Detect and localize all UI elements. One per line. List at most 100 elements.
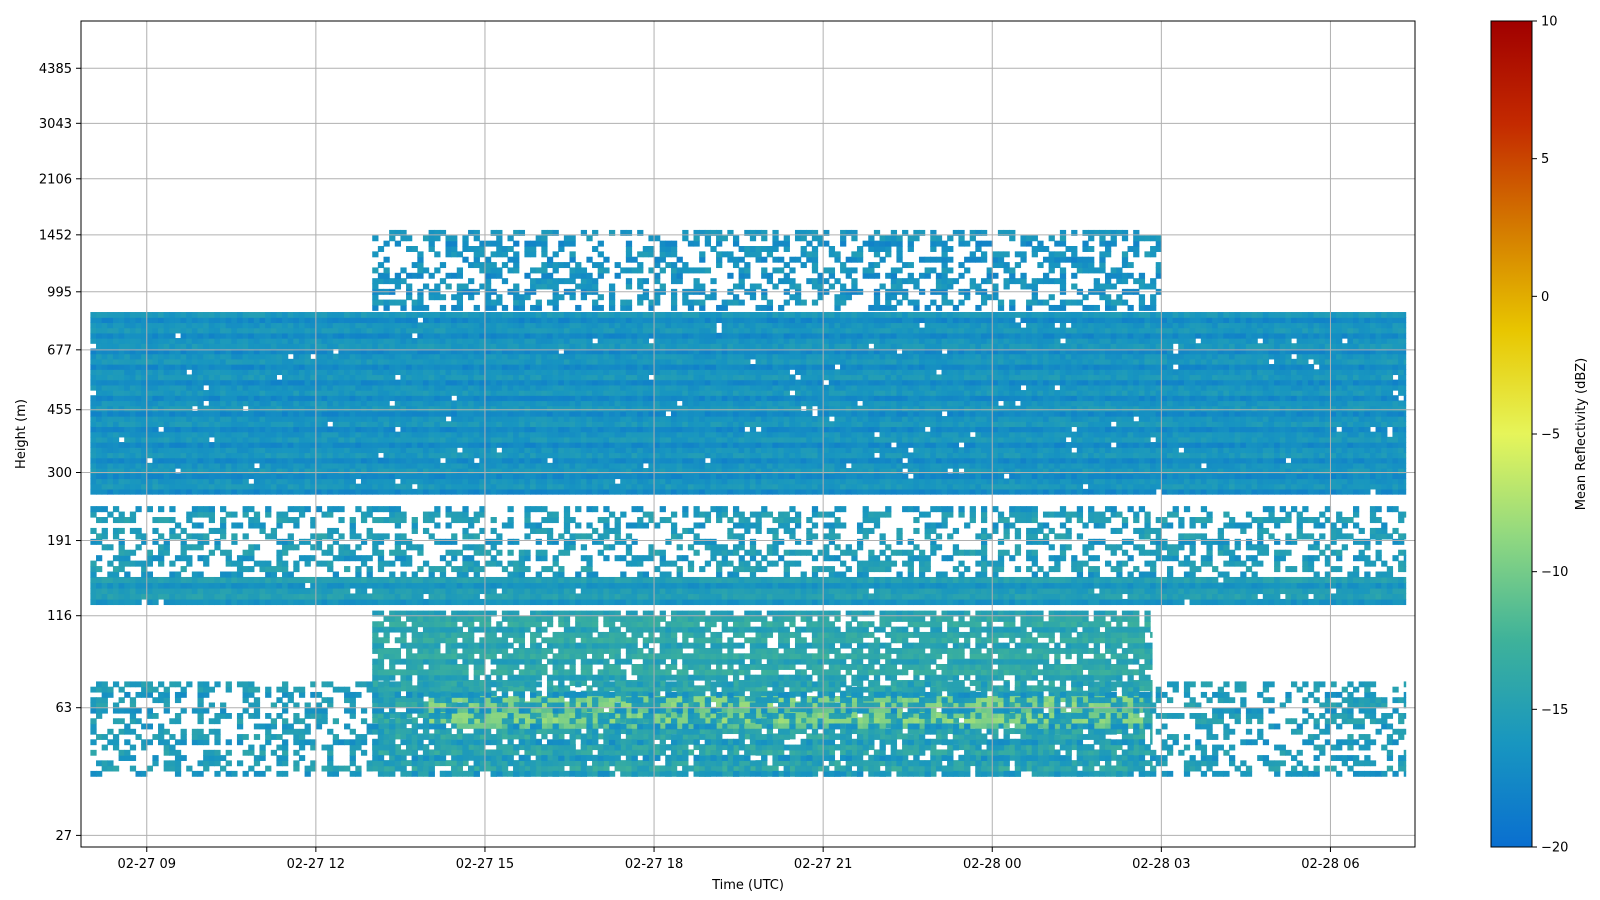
heatmap-cell — [1381, 452, 1388, 459]
heatmap-cell — [1026, 483, 1033, 490]
heatmap-cell — [851, 457, 858, 464]
heatmap-cell — [856, 379, 864, 386]
heatmap-cell — [738, 379, 745, 386]
heatmap-cell — [1116, 405, 1123, 412]
heatmap-cell — [400, 384, 407, 391]
heatmap-cell — [377, 442, 385, 448]
heatmap-cell — [242, 421, 249, 428]
heatmap-cell — [766, 478, 774, 485]
heatmap-cell — [1364, 390, 1371, 396]
heatmap-cell — [958, 447, 965, 454]
heatmap-cell — [670, 468, 678, 474]
heatmap-cell — [1200, 436, 1208, 443]
heatmap-cell — [744, 468, 751, 474]
heatmap-cell — [1166, 431, 1174, 438]
heatmap-cell — [744, 410, 751, 417]
heatmap-cell — [840, 384, 847, 391]
heatmap-cell — [490, 442, 497, 448]
heatmap-cell — [1375, 400, 1382, 407]
heatmap-cell — [563, 416, 571, 422]
heatmap-cell — [625, 462, 633, 469]
heatmap-cell — [918, 452, 926, 459]
heatmap-cell — [637, 462, 644, 469]
heatmap-cell — [1234, 452, 1241, 459]
heatmap-cell — [665, 384, 672, 391]
heatmap-cell — [1330, 462, 1337, 469]
heatmap-cell — [1003, 416, 1010, 422]
heatmap-cell — [885, 436, 892, 443]
heatmap-cell — [654, 390, 661, 396]
heatmap-cell — [676, 442, 683, 448]
heatmap-cell — [349, 426, 356, 433]
heatmap-cell — [952, 442, 960, 448]
heatmap-cell — [355, 421, 362, 428]
heatmap-cell — [772, 468, 779, 474]
heatmap-cell — [530, 400, 537, 407]
heatmap-cell — [1369, 431, 1377, 438]
heatmap-cell — [603, 442, 610, 448]
heatmap-cell — [1127, 384, 1134, 391]
heatmap-cell — [1364, 436, 1371, 443]
heatmap-cell — [1127, 483, 1134, 490]
heatmap-cell — [721, 421, 728, 428]
heatmap-cell — [575, 384, 582, 391]
heatmap-cell — [1138, 462, 1146, 469]
heatmap-cell — [439, 442, 447, 448]
heatmap-cell — [687, 457, 695, 464]
heatmap-cell — [676, 457, 683, 464]
heatmap-cell — [220, 416, 227, 422]
heatmap-cell — [964, 421, 971, 428]
heatmap-cell — [986, 410, 993, 417]
heatmap-cell — [129, 483, 137, 490]
heatmap-cell — [980, 426, 988, 433]
heatmap-cell — [434, 473, 441, 480]
heatmap-cell — [490, 426, 497, 433]
heatmap-cell — [355, 483, 362, 490]
heatmap-cell — [608, 431, 616, 438]
heatmap-cell — [236, 457, 244, 464]
heatmap-cell — [1110, 483, 1117, 490]
heatmap-cell — [1341, 452, 1348, 459]
heatmap-cell — [468, 410, 475, 417]
heatmap-cell — [1240, 457, 1247, 464]
heatmap-cell — [276, 416, 283, 422]
heatmap-cell — [1375, 410, 1382, 417]
heatmap-cell — [293, 478, 300, 485]
heatmap-cell — [749, 390, 757, 396]
heatmap-cell — [699, 488, 706, 495]
heatmap-cell — [817, 400, 824, 407]
heatmap-cell — [169, 473, 176, 480]
heatmap-cell — [1166, 462, 1174, 469]
heatmap-cell — [766, 390, 774, 396]
heatmap-cell — [958, 452, 965, 459]
heatmap-cell — [1059, 442, 1067, 448]
heatmap-cell — [191, 421, 199, 428]
heatmap-cell — [1065, 457, 1072, 464]
heatmap-cell — [873, 436, 881, 443]
heatmap-cell — [225, 447, 232, 454]
heatmap-cell — [321, 384, 328, 391]
heatmap-cell — [873, 462, 881, 469]
heatmap-cell — [1183, 483, 1191, 490]
heatmap-cell — [969, 483, 976, 490]
heatmap-cell — [783, 410, 790, 417]
heatmap-cell — [1048, 384, 1055, 391]
heatmap-cell — [665, 478, 672, 485]
heatmap-cell — [958, 436, 965, 443]
heatmap-cell — [101, 379, 108, 386]
heatmap-cell — [1375, 431, 1382, 438]
heatmap-cell — [727, 478, 734, 485]
heatmap-cell — [552, 405, 559, 412]
heatmap-cell — [693, 431, 700, 438]
heatmap-cell — [1127, 416, 1134, 422]
heatmap-cell — [947, 426, 954, 433]
heatmap-cell — [1088, 431, 1095, 438]
heatmap-cell — [896, 400, 903, 407]
heatmap-cell — [1274, 436, 1281, 443]
heatmap-cell — [806, 384, 813, 391]
heatmap-cell — [958, 400, 965, 407]
heatmap-cell — [1313, 395, 1320, 402]
heatmap-cell — [868, 447, 875, 454]
heatmap-cell — [456, 379, 464, 386]
heatmap-cell — [1285, 488, 1292, 495]
